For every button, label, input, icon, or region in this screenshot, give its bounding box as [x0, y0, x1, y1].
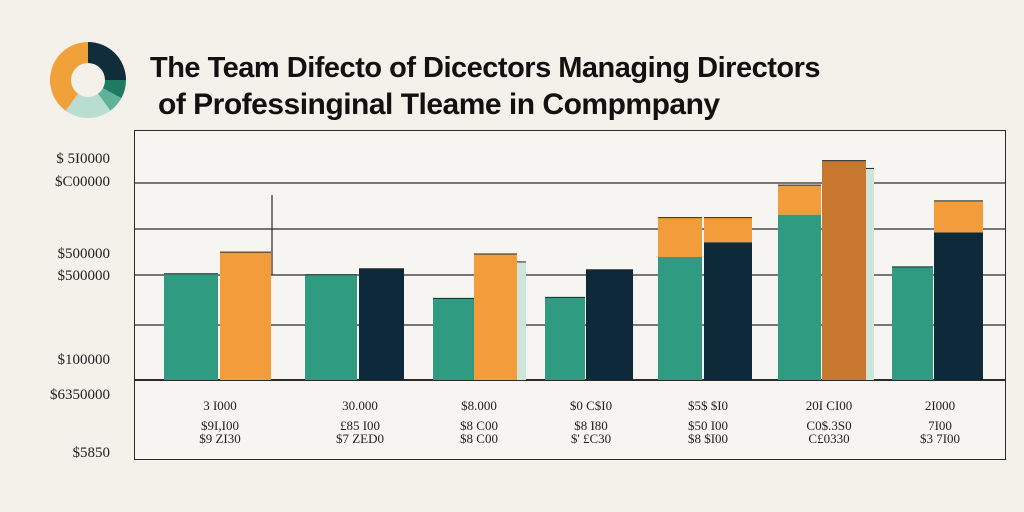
- bar-segment-top: [658, 217, 702, 257]
- bar: [866, 168, 874, 380]
- category-label: $0 C$I0: [570, 398, 612, 413]
- bar: [220, 252, 271, 380]
- category-label: $8 C00: [460, 431, 498, 446]
- category-label: C£0330: [808, 431, 849, 446]
- donut-chart-icon: [49, 42, 126, 119]
- category-label: C0$.3S0: [806, 418, 851, 433]
- bar: [934, 232, 983, 380]
- bar: [517, 261, 526, 380]
- category-label: 2I000: [925, 398, 955, 413]
- category-label: $7 ZED0: [336, 431, 384, 446]
- category-label: 30.000: [342, 398, 378, 413]
- category-label: $8.000: [461, 398, 497, 413]
- y-tick-label: $C00000: [55, 174, 110, 190]
- y-tick-label: $100000: [58, 352, 111, 368]
- bar-segment-top: [704, 217, 752, 243]
- category-label: $50 I00: [688, 418, 728, 433]
- bar: [822, 160, 866, 380]
- y-tick-label: $ 5I0000: [56, 151, 110, 167]
- bar: [704, 242, 752, 380]
- category-label: $9I,I00: [201, 418, 239, 433]
- category-label: $9 ZI30: [199, 431, 241, 446]
- bar: [778, 214, 821, 380]
- donut-segment-4: [65, 93, 111, 119]
- category-label: $8 $I00: [688, 431, 728, 446]
- y-tick-label: $500000: [58, 268, 111, 284]
- category-label: £85 I00: [340, 418, 380, 433]
- bar-segment-top: [778, 185, 821, 215]
- bar: [433, 298, 474, 380]
- donut-segment-2: [102, 80, 126, 99]
- donut-segment-1: [88, 42, 126, 80]
- category-label: $' £C30: [571, 431, 611, 446]
- bar: [164, 273, 218, 380]
- bar: [305, 274, 357, 380]
- chart-title-line-2: of Professinginal Tleame in Compmpany: [158, 88, 720, 121]
- bar-segment-top: [934, 200, 983, 233]
- category-label: 3 I000: [203, 398, 237, 413]
- y-tick-label: $5850: [73, 445, 111, 461]
- donut-segment-5: [49, 42, 88, 111]
- y-tick-label: $500000: [58, 246, 111, 262]
- chart-title-line-1: The Team Difecto of Dicectors Managing D…: [150, 52, 821, 84]
- category-label: $5$ $I0: [688, 398, 728, 413]
- category-label: $8 I80: [574, 418, 608, 433]
- bar: [586, 269, 633, 380]
- category-label: $3 7I00: [920, 431, 960, 446]
- category-label: 20I CI00: [806, 398, 853, 413]
- category-label: $8 C00: [460, 418, 498, 433]
- bar: [658, 257, 702, 380]
- category-label: 7I00: [928, 418, 952, 433]
- bar: [359, 268, 404, 380]
- bar: [545, 297, 585, 380]
- bar: [474, 254, 517, 380]
- y-tick-label: $6350000: [50, 387, 110, 403]
- donut-segment-3: [97, 88, 122, 111]
- bar: [892, 266, 933, 380]
